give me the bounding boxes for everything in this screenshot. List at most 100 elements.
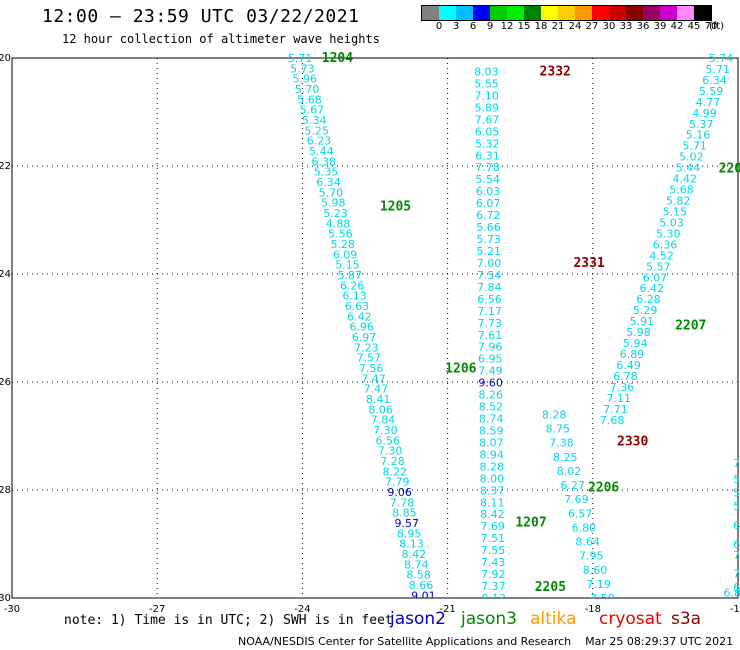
wave-height-value: 5.57 [646,260,671,273]
color-scale-label: 36 [636,21,650,32]
wave-height-value: 8.00 [480,472,505,485]
wave-height-value: 5.59 [699,85,724,98]
wave-height-value: 8.42 [480,508,505,521]
wave-height-value-edge: 7. [733,568,740,581]
wave-height-value: 6.31 [475,149,500,162]
satellite-cryosat: cryosat [599,609,662,629]
y-tick-label: -20 [0,53,11,64]
wave-height-value: 6.28 [636,293,661,306]
wave-height-value: 6.23 [307,135,332,148]
wave-height-value: 5.96 [292,73,317,86]
satellite-jason3: jason3 [461,609,517,629]
wave-height-value: 7.23 [354,341,379,354]
wave-height-value: 7.84 [477,281,502,294]
wave-height-value: 5.89 [475,101,500,114]
data-value-group: 5.715.735.965.705.685.675.345.256.235.44… [288,52,740,605]
wave-height-value: 5.15 [335,259,360,272]
wave-height-value: 7.73 [478,317,503,330]
color-swatch [592,6,609,20]
color-swatch [609,6,626,20]
wave-height-value: 5.71 [706,63,731,76]
wave-height-value: 7.37 [481,580,506,593]
wave-height-value: 5.68 [297,93,322,106]
color-scale-label: 70 [704,21,718,32]
x-tick-label: -15 [730,604,740,615]
wave-height-value: 5.70 [319,186,344,199]
y-tick-label: -28 [0,485,11,496]
wave-height-value: 8.52 [479,401,504,414]
wave-height-value: 5.23 [323,207,348,220]
wave-height-value: 5.25 [304,124,329,137]
wave-height-value: 7.43 [481,556,506,569]
pass-number-label: 1206 [445,362,476,377]
wave-height-value: 6.96 [349,321,374,334]
wave-height-value: 4.52 [649,249,674,262]
wave-height-value: 5.70 [295,83,320,96]
pass-number-label: 1204 [322,51,353,66]
wave-height-value: 6.56 [477,293,502,306]
wave-height-value: 7.78 [390,496,415,509]
wave-height-value: 7.49 [478,365,503,378]
wave-height-value: 7.30 [373,424,398,437]
wave-height-value: 5.74 [709,52,734,65]
wave-height-value: 4.88 [326,217,351,230]
wave-height-value: 7.69 [480,520,505,533]
wave-height-value-edge: 5. [733,500,740,513]
wave-height-value: 6.07 [643,271,668,284]
color-scale-label: 24 [568,21,582,32]
wave-height-value: 5.66 [476,221,501,234]
footer-credit: NOAA/NESDIS Center for Satellite Applica… [238,635,734,648]
wave-height-value: 8.58 [406,569,431,582]
wave-height-value: 6.95 [478,353,503,366]
wave-height-value: 7.55 [481,544,506,557]
wave-height-value: 6.42 [640,282,665,295]
wave-height-value: 7.19 [587,578,612,591]
wave-height-value: 7.71 [603,403,628,416]
color-swatch [694,6,711,20]
color-scale-label: 45 [687,21,701,32]
wave-height-value: 8.26 [479,389,504,402]
wave-height-value: 8.28 [542,408,567,421]
wave-height-value-edge: 6. [733,519,740,532]
wave-height-value: 9.01 [411,589,436,602]
color-scale-label: 12 [500,21,514,32]
wave-height-value-edge: 7 [733,457,740,470]
color-swatch [456,6,473,20]
wave-height-value: 7.00 [477,257,502,270]
wave-height-value: 7.79 [385,476,410,489]
wave-height-value: 5.29 [633,304,658,317]
color-swatch [643,6,660,20]
wave-height-value: 6.89 [620,348,645,361]
wave-height-value: 5.94 [623,337,648,350]
wave-height-value: 8.94 [479,448,504,461]
x-tick-label: -30 [4,604,20,615]
wave-height-value: 8.41 [366,393,391,406]
wave-height-value: 8.59 [479,424,504,437]
x-tick-label: -21 [439,604,455,615]
wave-height-value: 7.47 [364,383,389,396]
x-tick-label: -18 [585,604,601,615]
color-swatch [677,6,694,20]
wave-height-value: 8.74 [404,558,429,571]
wave-height-value-edge: 6. [733,581,740,594]
wave-height-value: 8.60 [583,564,608,577]
color-swatch [558,6,575,20]
wave-height-value: 6.34 [316,176,341,189]
wave-height-value: 6.42 [347,310,372,323]
color-scale-label: 39 [653,21,667,32]
wave-height-value: 8.06 [368,403,393,416]
satellite-jason2: jason2 [390,609,446,629]
wave-height-value: 6.63 [345,300,370,313]
x-tick-label: -24 [294,604,310,615]
color-scale-label: 27 [585,21,599,32]
pass-number-label: 2207 [675,318,706,333]
wave-height-value: 5.98 [321,197,346,210]
wave-height-value: 6.05 [475,125,500,138]
color-swatch [422,6,439,20]
wave-height-value: 8.64 [575,536,600,549]
wave-height-value: 6.78 [613,370,638,383]
wave-height-value: 7.58 [590,592,615,605]
wave-height-value: 8.13 [399,538,424,551]
wave-height-value: 4.77 [696,96,721,109]
wave-height-value: 5.44 [676,162,701,175]
